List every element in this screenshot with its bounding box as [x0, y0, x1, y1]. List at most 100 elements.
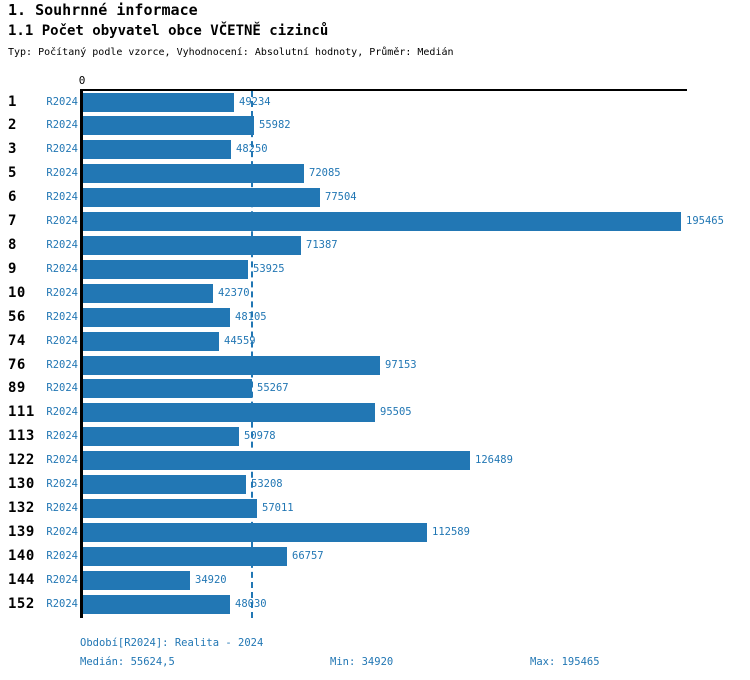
- bar-value-label: 48105: [235, 310, 267, 323]
- footer-period: Období[R2024]: Realita - 2024: [80, 637, 264, 649]
- axis-top-line: [81, 89, 687, 91]
- table-row: 113 R2024 50978: [0, 427, 750, 447]
- series-label: R2024: [46, 310, 78, 323]
- bar: [83, 355, 380, 375]
- series-label: R2024: [46, 573, 78, 586]
- bar-value-label: 126489: [475, 454, 513, 467]
- series-label: R2024: [46, 95, 78, 108]
- table-row: 74 R2024 44559: [0, 331, 750, 351]
- series-label: R2024: [46, 597, 78, 610]
- bar: [83, 164, 304, 184]
- series-label: R2024: [46, 167, 78, 180]
- bar-value-label: 48250: [236, 143, 268, 156]
- bar-value-label: 53208: [251, 478, 283, 491]
- footer-max: Max: 195465: [530, 656, 600, 668]
- series-label: R2024: [46, 501, 78, 514]
- table-row: 139 R2024 112589: [0, 522, 750, 542]
- series-label: R2024: [46, 286, 78, 299]
- row-number-label: 89: [8, 380, 26, 397]
- row-number-label: 3: [8, 141, 17, 158]
- bar: [83, 259, 248, 279]
- row-number-label: 152: [8, 595, 35, 612]
- bar: [83, 570, 190, 590]
- table-row: 89 R2024 55267: [0, 379, 750, 399]
- bar: [83, 403, 375, 423]
- series-label: R2024: [46, 143, 78, 156]
- row-number-label: 111: [8, 404, 35, 421]
- row-number-label: 132: [8, 499, 35, 516]
- row-number-label: 5: [8, 165, 17, 182]
- table-row: 152 R2024 48030: [0, 594, 750, 614]
- series-label: R2024: [46, 358, 78, 371]
- table-row: 1 R2024 49234: [0, 92, 750, 112]
- bar: [83, 546, 287, 566]
- bar: [83, 498, 257, 518]
- table-row: 144 R2024 34920: [0, 570, 750, 590]
- bar-value-label: 48030: [235, 597, 267, 610]
- bar: [83, 522, 427, 542]
- row-number-label: 140: [8, 547, 35, 564]
- table-row: 56 R2024 48105: [0, 307, 750, 327]
- row-number-label: 76: [8, 356, 26, 373]
- bar: [83, 427, 239, 447]
- series-label: R2024: [46, 119, 78, 132]
- series-label: R2024: [46, 262, 78, 275]
- bar: [83, 140, 231, 160]
- table-row: 8 R2024 71387: [0, 235, 750, 255]
- bar: [83, 331, 219, 351]
- bar-value-label: 97153: [385, 358, 417, 371]
- row-number-label: 7: [8, 213, 17, 230]
- series-label: R2024: [46, 215, 78, 228]
- bar-value-label: 72085: [309, 167, 341, 180]
- bar-value-label: 42370: [218, 286, 250, 299]
- bar: [83, 116, 254, 136]
- table-row: 10 R2024 42370: [0, 283, 750, 303]
- row-number-label: 113: [8, 428, 35, 445]
- row-number-label: 130: [8, 476, 35, 493]
- bar-value-label: 195465: [686, 215, 724, 228]
- bar: [83, 235, 301, 255]
- bar-value-label: 55982: [259, 119, 291, 132]
- row-number-label: 1: [8, 93, 17, 110]
- row-number-label: 56: [8, 308, 26, 325]
- series-label: R2024: [46, 406, 78, 419]
- series-label: R2024: [46, 549, 78, 562]
- table-row: 9 R2024 53925: [0, 259, 750, 279]
- bar-value-label: 66757: [292, 549, 324, 562]
- bar: [83, 451, 470, 471]
- bar: [83, 92, 234, 112]
- series-label: R2024: [46, 334, 78, 347]
- bar-value-label: 53925: [253, 262, 285, 275]
- row-number-label: 8: [8, 236, 17, 253]
- table-row: 140 R2024 66757: [0, 546, 750, 566]
- table-row: 6 R2024 77504: [0, 188, 750, 208]
- section-title: 1.1 Počet obyvatel obce VČETNĚ cizinců: [8, 23, 329, 39]
- footer-median: Medián: 55624,5: [80, 656, 175, 668]
- bar-value-label: 50978: [244, 430, 276, 443]
- bar-value-label: 44559: [224, 334, 256, 347]
- bar-value-label: 57011: [262, 501, 294, 514]
- row-number-label: 9: [8, 260, 17, 277]
- bar-value-label: 49234: [239, 95, 271, 108]
- series-label: R2024: [46, 430, 78, 443]
- series-label: R2024: [46, 525, 78, 538]
- bar-value-label: 112589: [432, 525, 470, 538]
- bar-value-label: 77504: [325, 191, 357, 204]
- bar-value-label: 34920: [195, 573, 227, 586]
- bar: [83, 475, 246, 495]
- row-number-label: 6: [8, 189, 17, 206]
- bar: [83, 307, 230, 327]
- bar: [83, 188, 320, 208]
- table-row: 2 R2024 55982: [0, 116, 750, 136]
- bar-value-label: 71387: [306, 238, 338, 251]
- footer-min: Min: 34920: [330, 656, 394, 668]
- table-row: 122 R2024 126489: [0, 451, 750, 471]
- median-line: [251, 91, 253, 618]
- bar: [83, 379, 252, 399]
- table-row: 7 R2024 195465: [0, 212, 750, 232]
- series-label: R2024: [46, 454, 78, 467]
- table-row: 132 R2024 57011: [0, 498, 750, 518]
- row-number-label: 74: [8, 332, 26, 349]
- table-row: 3 R2024 48250: [0, 140, 750, 160]
